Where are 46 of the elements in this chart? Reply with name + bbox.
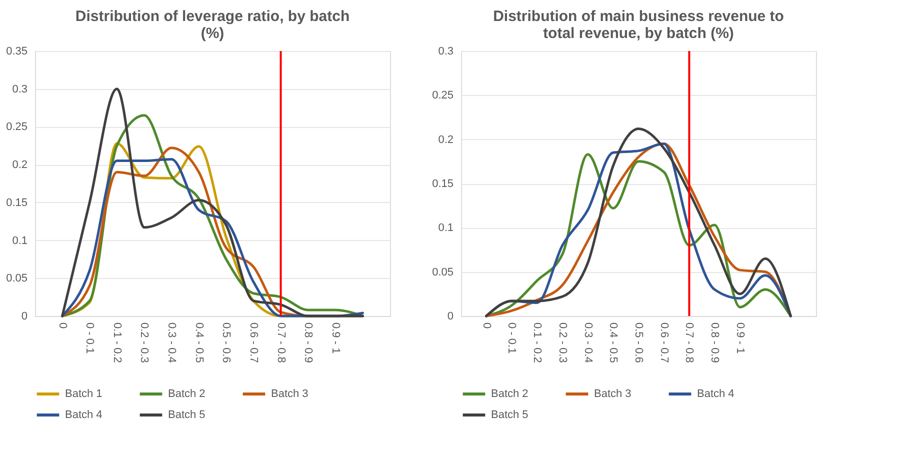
y-tick-label: 0.1 [438,222,454,234]
x-tick-label: 0.9 - 1 [734,322,746,354]
x-tick-label: 0.4 - 0.5 [607,322,620,363]
x-tick-label: 0.7 - 0.8 [683,322,696,363]
x-tick-label: 0 - 0.1 [84,322,96,354]
y-tick-label: 0.15 [432,178,454,190]
legend-label: Batch 2 [168,388,206,400]
x-tick-label: 0 - 0.1 [506,322,518,354]
x-tick-label: 0.8 - 0.9 [708,322,721,363]
legend-label: Batch 2 [491,388,528,400]
x-tick-label: 0.4 - 0.5 [192,322,205,363]
x-tick-label: 0.6 - 0.7 [247,322,260,363]
x-tick-label: 0.5 - 0.6 [220,322,232,363]
legend-label: Batch 4 [65,409,102,421]
y-tick-label: 0.3 [12,83,28,96]
x-tick-label: 0 [480,322,492,329]
y-tick-label: 0.2 [12,159,28,172]
y-tick-label: 0.35 [6,46,28,58]
chart-title: Distribution of leverage ratio, by batch (%) [75,8,350,42]
x-tick-label: 0 [56,322,68,329]
chart-title: Distribution of main business revenue to total revenue, by batch (%) [493,8,784,42]
x-tick-label: 0.1 - 0.2 [531,322,544,363]
x-tick-label: 0.5 - 0.6 [632,322,644,363]
x-tick-label: 0.3 - 0.4 [582,322,594,363]
legend-label: Batch 5 [168,409,206,421]
y-tick-label: 0.25 [6,121,28,134]
x-tick-label: 0.1 - 0.2 [110,322,123,363]
y-tick-label: 0.25 [432,90,454,102]
legend-label: Batch 1 [65,388,102,400]
legend-label: Batch 3 [271,388,308,400]
y-tick-label: 0.05 [6,272,28,285]
x-tick-label: 0.7 - 0.8 [274,322,287,363]
y-tick-label: 0.3 [438,46,454,58]
x-tick-label: 0.3 - 0.4 [166,322,178,363]
x-tick-label: 0.2 - 0.3 [138,322,150,363]
x-tick-label: 0.9 - 1 [329,322,342,354]
x-tick-label: 0.2 - 0.3 [556,322,568,363]
x-tick-label: 0.8 - 0.9 [302,322,314,363]
y-tick-label: 0.05 [432,266,454,278]
y-tick-label: 0.1 [12,234,28,247]
legend-label: Batch 4 [697,388,734,400]
x-tick-label: 0.6 - 0.7 [658,322,670,363]
legend-label: Batch 5 [491,409,528,421]
legend-label: Batch 3 [594,388,632,400]
y-tick-label: 0.15 [6,196,28,209]
y-tick-label: 0.2 [438,134,454,146]
